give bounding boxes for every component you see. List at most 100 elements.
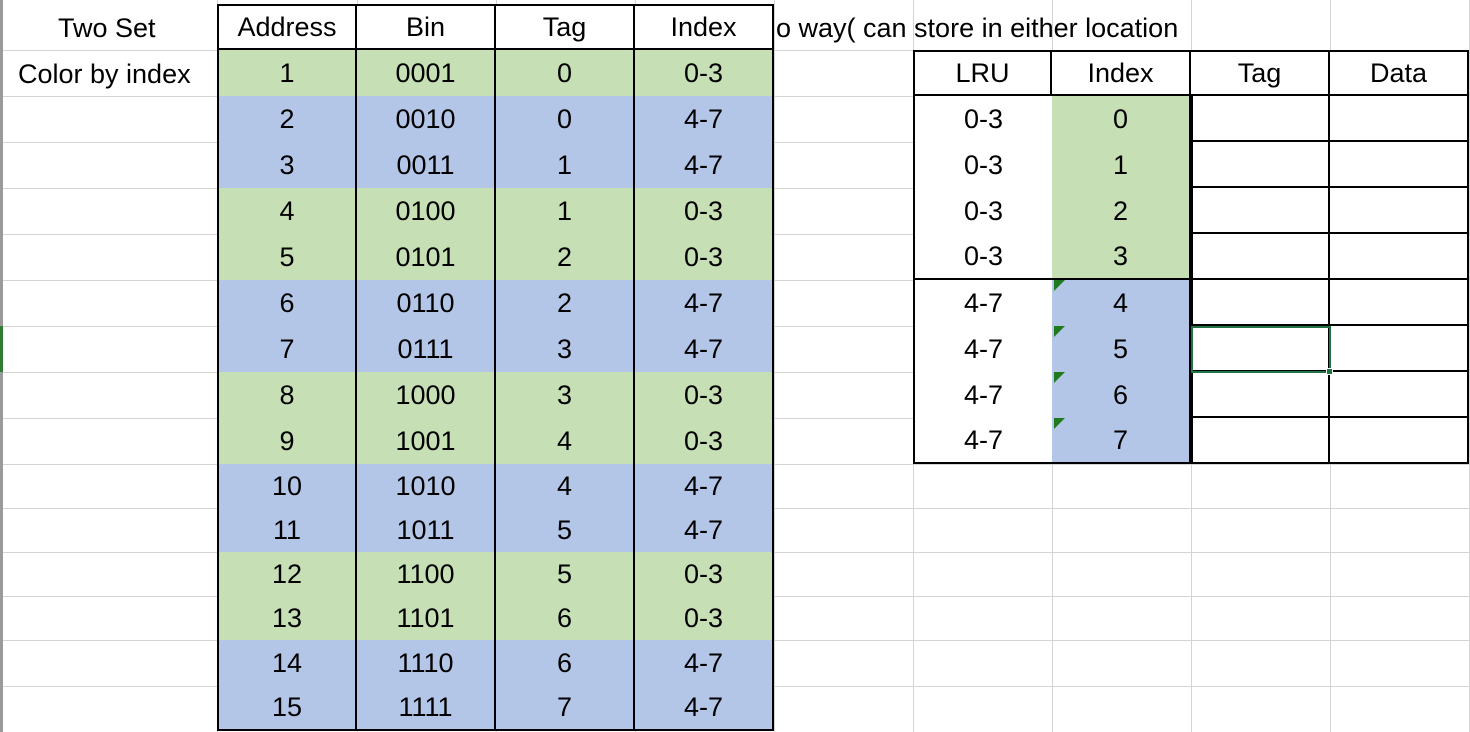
fill-handle[interactable] — [1326, 368, 1333, 375]
comment-indicator-icon[interactable] — [1054, 372, 1065, 383]
bin-cell[interactable]: 1111 — [357, 686, 496, 731]
index-cell[interactable]: 1 — [1052, 142, 1191, 188]
address-cell[interactable]: 8 — [217, 372, 357, 418]
bin-cell[interactable]: 1001 — [357, 418, 496, 464]
bin-cell[interactable]: 0111 — [357, 326, 496, 372]
index-cell[interactable]: 4-7 — [635, 280, 774, 326]
lru-header[interactable]: LRU — [913, 50, 1052, 96]
tag-cell[interactable]: 3 — [496, 372, 635, 418]
data-cell[interactable] — [1330, 418, 1469, 464]
lru-cell[interactable]: 0-3 — [913, 188, 1052, 234]
tag-cell[interactable]: 4 — [496, 418, 635, 464]
bin-cell[interactable]: 0001 — [357, 50, 496, 96]
selected-cell[interactable] — [1191, 326, 1331, 373]
index-cell[interactable]: 0-3 — [635, 552, 774, 596]
lru-cell[interactable]: 4-7 — [913, 418, 1052, 464]
bin-cell[interactable]: 1010 — [357, 464, 496, 508]
tag-cell[interactable]: 2 — [496, 280, 635, 326]
data-cell[interactable] — [1330, 326, 1469, 372]
index-cell[interactable]: 4-7 — [635, 640, 774, 686]
data-cell[interactable] — [1330, 372, 1469, 418]
tag-cell[interactable]: 2 — [496, 234, 635, 280]
data-cell[interactable] — [1330, 142, 1469, 188]
index-header[interactable]: Index — [635, 4, 774, 50]
tag-cell[interactable]: 0 — [496, 96, 635, 142]
address-cell[interactable]: 12 — [217, 552, 357, 596]
data-header[interactable]: Data — [1330, 50, 1469, 96]
index-header[interactable]: Index — [1052, 50, 1191, 96]
index-cell[interactable]: 0 — [1052, 96, 1191, 142]
data-cell[interactable] — [1330, 188, 1469, 234]
bin-cell[interactable]: 1000 — [357, 372, 496, 418]
address-cell[interactable]: 1 — [217, 50, 357, 96]
tag-cell[interactable]: 1 — [496, 188, 635, 234]
tag-cell[interactable] — [1191, 372, 1330, 418]
comment-indicator-icon[interactable] — [1054, 418, 1065, 429]
index-cell[interactable]: 4 — [1052, 280, 1191, 326]
tag-cell[interactable]: 5 — [496, 552, 635, 596]
address-header[interactable]: Address — [217, 4, 357, 50]
address-cell[interactable]: 3 — [217, 142, 357, 188]
tag-header[interactable]: Tag — [496, 4, 635, 50]
tag-cell[interactable]: 7 — [496, 686, 635, 731]
index-cell[interactable]: 0-3 — [635, 188, 774, 234]
index-cell[interactable]: 4-7 — [635, 686, 774, 731]
address-cell[interactable]: 13 — [217, 596, 357, 640]
lru-cell[interactable]: 0-3 — [913, 96, 1052, 142]
lru-cell[interactable]: 0-3 — [913, 142, 1052, 188]
index-cell[interactable]: 4-7 — [635, 326, 774, 372]
tag-cell[interactable] — [1191, 418, 1330, 464]
lru-cell[interactable]: 4-7 — [913, 326, 1052, 372]
bin-cell[interactable]: 1110 — [357, 640, 496, 686]
index-cell[interactable]: 0-3 — [635, 50, 774, 96]
index-cell[interactable]: 6 — [1052, 372, 1191, 418]
tag-cell[interactable] — [1191, 142, 1330, 188]
index-cell[interactable]: 7 — [1052, 418, 1191, 464]
lru-cell[interactable]: 4-7 — [913, 280, 1052, 326]
tag-cell[interactable]: 0 — [496, 50, 635, 96]
index-cell[interactable]: 0-3 — [635, 418, 774, 464]
index-cell[interactable]: 5 — [1052, 326, 1191, 372]
tag-cell[interactable]: 3 — [496, 326, 635, 372]
lru-cell[interactable]: 0-3 — [913, 234, 1052, 280]
address-cell[interactable]: 11 — [217, 508, 357, 552]
tag-cell[interactable]: 6 — [496, 640, 635, 686]
tag-cell[interactable]: 4 — [496, 464, 635, 508]
bin-cell[interactable]: 0011 — [357, 142, 496, 188]
address-cell[interactable]: 4 — [217, 188, 357, 234]
index-cell[interactable]: 4-7 — [635, 508, 774, 552]
address-cell[interactable]: 14 — [217, 640, 357, 686]
bin-cell[interactable]: 0010 — [357, 96, 496, 142]
address-cell[interactable]: 9 — [217, 418, 357, 464]
address-cell[interactable]: 7 — [217, 326, 357, 372]
index-cell[interactable]: 0-3 — [635, 372, 774, 418]
index-cell[interactable]: 3 — [1052, 234, 1191, 280]
tag-header[interactable]: Tag — [1191, 50, 1330, 96]
tag-cell[interactable]: 6 — [496, 596, 635, 640]
address-cell[interactable]: 15 — [217, 686, 357, 731]
comment-indicator-icon[interactable] — [1054, 326, 1065, 337]
data-cell[interactable] — [1330, 96, 1469, 142]
lru-cell[interactable]: 4-7 — [913, 372, 1052, 418]
tag-cell[interactable]: 1 — [496, 142, 635, 188]
tag-cell[interactable] — [1191, 280, 1330, 326]
bin-cell[interactable]: 0100 — [357, 188, 496, 234]
bin-header[interactable]: Bin — [357, 4, 496, 50]
index-cell[interactable]: 4-7 — [635, 96, 774, 142]
index-cell[interactable]: 0-3 — [635, 596, 774, 640]
data-cell[interactable] — [1330, 280, 1469, 326]
address-cell[interactable]: 6 — [217, 280, 357, 326]
bin-cell[interactable]: 0101 — [357, 234, 496, 280]
index-cell[interactable]: 4-7 — [635, 142, 774, 188]
comment-indicator-icon[interactable] — [1054, 280, 1065, 291]
tag-cell[interactable] — [1191, 96, 1330, 142]
tag-cell[interactable]: 5 — [496, 508, 635, 552]
address-cell[interactable]: 5 — [217, 234, 357, 280]
bin-cell[interactable]: 0110 — [357, 280, 496, 326]
index-cell[interactable]: 4-7 — [635, 464, 774, 508]
address-cell[interactable]: 10 — [217, 464, 357, 508]
bin-cell[interactable]: 1101 — [357, 596, 496, 640]
data-cell[interactable] — [1330, 234, 1469, 280]
index-cell[interactable]: 0-3 — [635, 234, 774, 280]
tag-cell[interactable] — [1191, 188, 1330, 234]
